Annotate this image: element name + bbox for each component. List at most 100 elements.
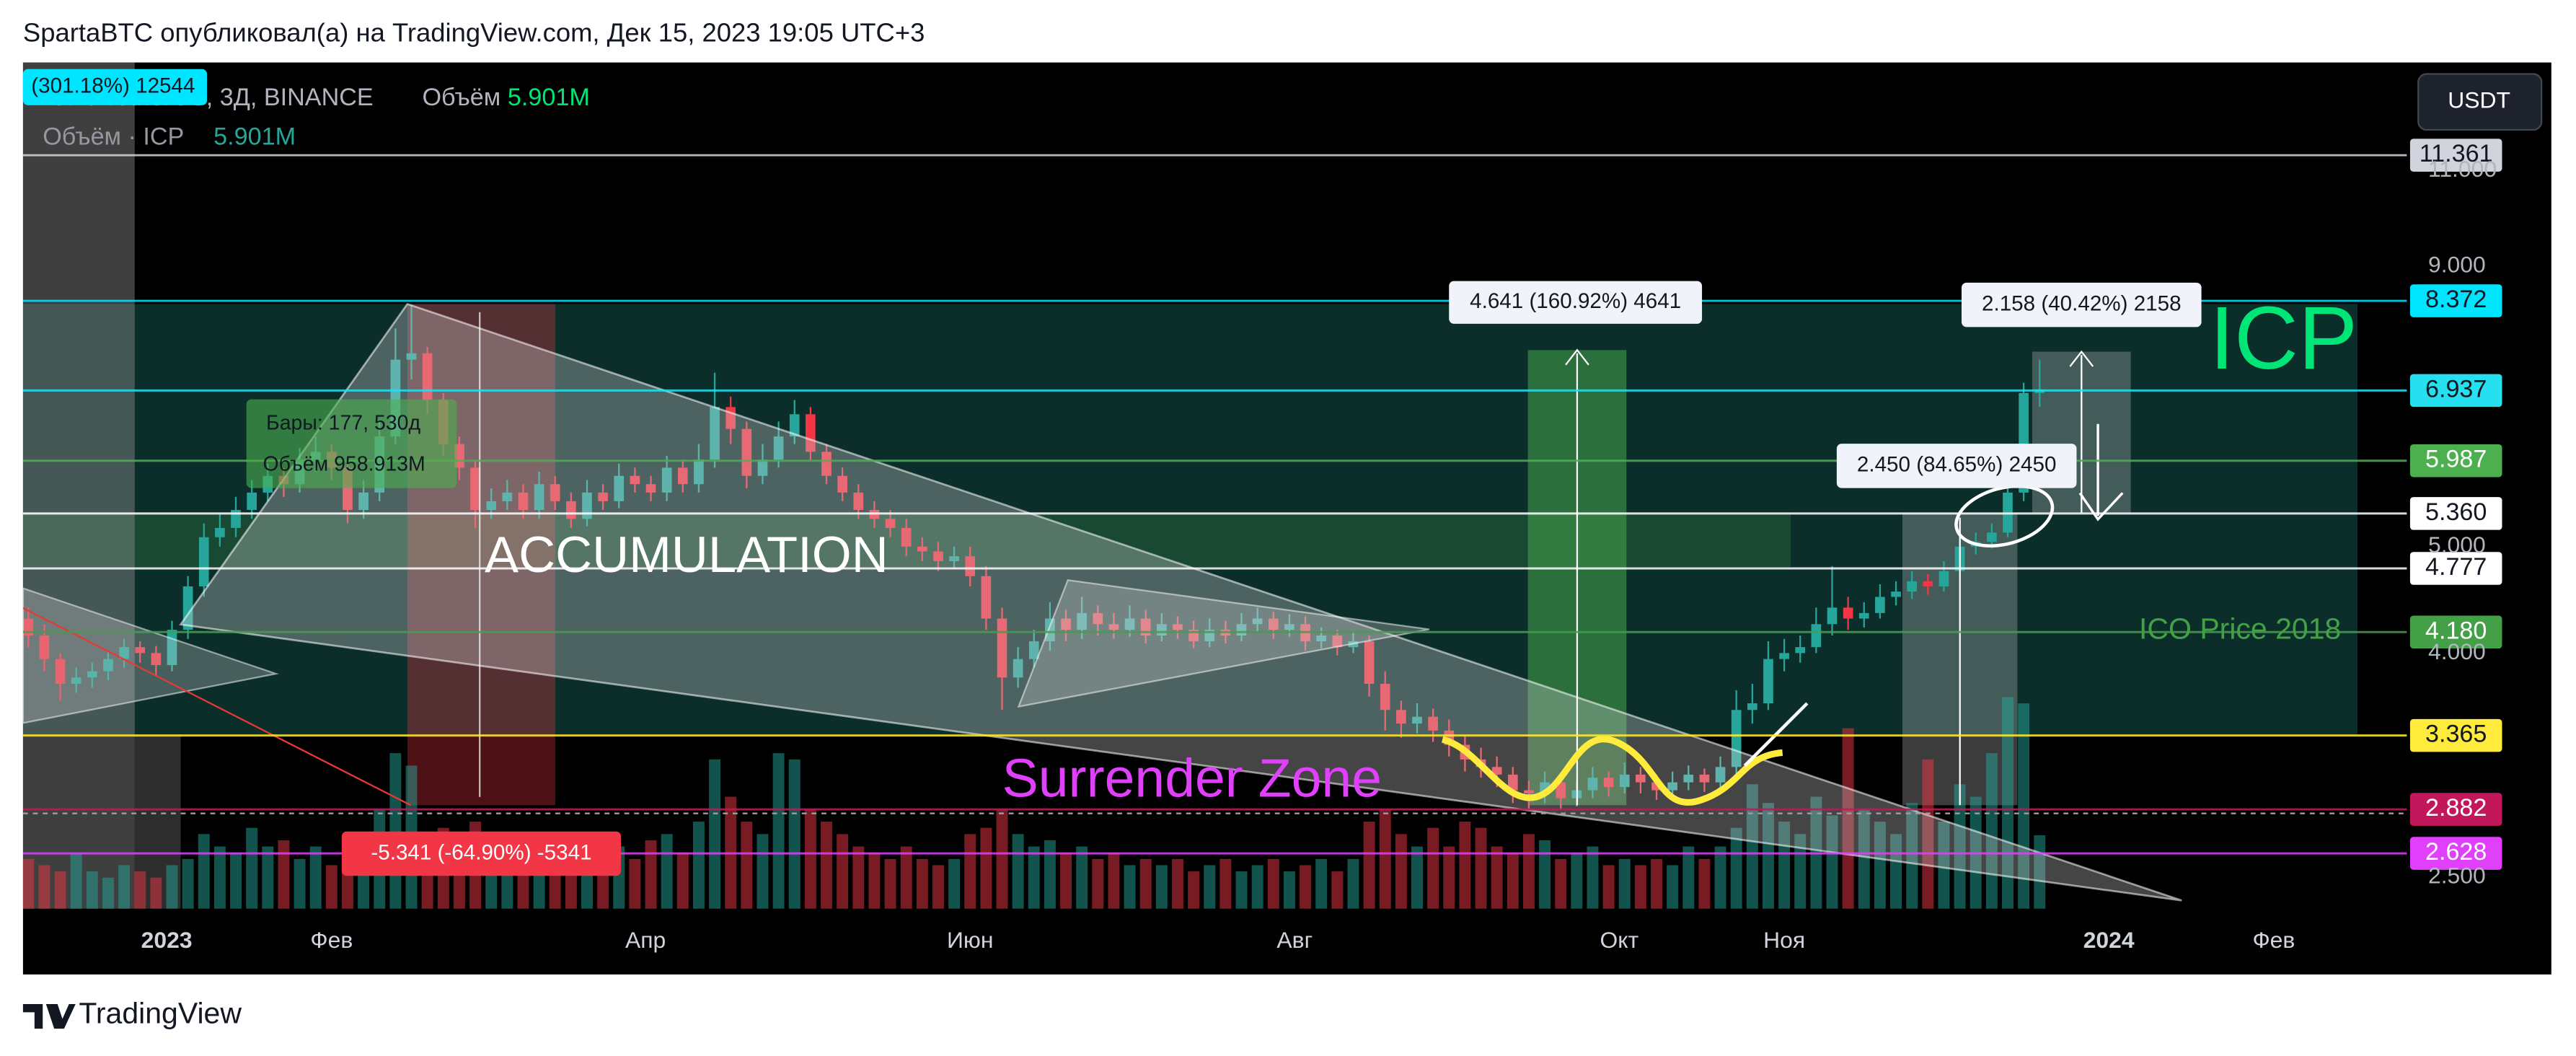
volume-bar — [262, 846, 274, 909]
measure-box — [1449, 281, 1703, 324]
arrow-head — [2078, 492, 2124, 522]
volume-bar — [1076, 846, 1088, 909]
candle-body — [1284, 624, 1294, 630]
candle-body — [39, 635, 50, 659]
volume-bar — [389, 753, 402, 909]
volume-bar — [1667, 865, 1679, 909]
tag-box — [22, 69, 208, 105]
candle-body — [1938, 571, 1949, 586]
price-tag-label: 4.180 — [2425, 617, 2487, 644]
x-tick-label: Авг — [1276, 927, 1313, 953]
candle-body — [151, 653, 162, 666]
candle-body — [502, 492, 513, 501]
volume-bar — [1300, 865, 1312, 909]
candle-body — [806, 414, 816, 452]
candle-body — [55, 659, 66, 685]
volume-bar — [1427, 827, 1439, 909]
price-tag — [2409, 284, 2502, 317]
volume-bar — [1331, 871, 1344, 909]
candle-body — [981, 576, 992, 619]
chart-background — [22, 62, 2551, 974]
candle-body — [741, 428, 752, 476]
candle-body — [518, 492, 529, 510]
volume-bar — [821, 822, 832, 909]
volume-bar — [1044, 840, 1056, 909]
volume-bar — [1028, 846, 1040, 909]
volume-bar — [709, 759, 721, 909]
volume-bar — [1379, 809, 1391, 909]
footer: TradingView — [22, 997, 242, 1030]
candle-body — [949, 556, 959, 561]
volume-bar — [230, 853, 242, 909]
candle-body — [1907, 581, 1918, 592]
volume-bar — [804, 809, 816, 909]
volume-bar — [1698, 858, 1711, 909]
volume-bar — [1906, 803, 1918, 909]
candle-body — [694, 459, 704, 485]
candle-body — [1619, 774, 1630, 788]
volume-bar — [1634, 865, 1646, 909]
candle-body — [1715, 767, 1726, 783]
volume-bar — [198, 834, 210, 909]
currency-button[interactable]: USDT — [2417, 73, 2543, 131]
candle-body — [1124, 618, 1135, 630]
candle-body — [1556, 782, 1566, 798]
candle-body — [1795, 647, 1806, 654]
volume-bar — [1778, 822, 1791, 909]
price-tag-label: 2.882 — [2425, 794, 2487, 822]
candle-body — [1507, 774, 1518, 791]
candle-body — [247, 492, 257, 510]
x-tick-label: Фев — [310, 927, 353, 953]
volume-bar — [2002, 697, 2013, 909]
measure-box — [1836, 444, 2077, 488]
volume-bar — [1267, 858, 1279, 909]
x-tick-label: Ноя — [1763, 927, 1805, 953]
wave-drawing — [1441, 736, 1783, 806]
volume-label: Объём — [422, 84, 500, 111]
candle-body — [1028, 641, 1039, 659]
x-tick-label: Фев — [2252, 927, 2295, 953]
volume-bar — [1475, 827, 1487, 909]
volume-bar — [916, 858, 928, 909]
candles — [23, 304, 2045, 810]
candle-body — [215, 527, 225, 537]
candle-body — [1827, 607, 1838, 625]
volume-bar — [1826, 815, 1838, 909]
currency-button-label[interactable]: USDT — [2448, 87, 2510, 113]
volume-bar — [1714, 846, 1726, 909]
candle-body — [1891, 591, 1901, 597]
candle-body — [1428, 716, 1438, 731]
volume-bar — [932, 865, 944, 909]
candle-body — [1747, 703, 1757, 710]
volume-bar — [1315, 858, 1328, 909]
volume-bar — [868, 853, 881, 909]
legend: ICP / TetherUS, 3Д, BINANCE Объём 5.901M… — [22, 69, 590, 150]
candle-body — [358, 492, 369, 510]
volume-bar — [1762, 803, 1774, 909]
candle-body — [1731, 710, 1742, 767]
volume-bar — [980, 827, 992, 909]
candle-body — [1811, 624, 1822, 648]
candle-body — [1077, 612, 1088, 630]
candle-body — [1396, 710, 1406, 724]
volume-bar — [757, 834, 769, 909]
volume-bar — [1204, 865, 1216, 909]
volume-bar — [1874, 822, 1886, 909]
bars-volume: Объём 958.913M — [263, 452, 425, 475]
volume-bar — [1555, 858, 1567, 909]
currency-button-box[interactable] — [2417, 73, 2543, 131]
volume-bar — [772, 753, 785, 909]
candle-body — [1173, 624, 1183, 630]
price-tag-label: 5.360 — [2425, 498, 2487, 526]
price-tag — [2409, 138, 2502, 172]
y-tick-label: 4.000 — [2428, 638, 2486, 664]
candle-body — [645, 484, 656, 493]
volume-bar — [565, 865, 577, 909]
candle-body — [1763, 659, 1773, 704]
candle-body — [1987, 532, 1997, 542]
x-tick-label: Окт — [1600, 927, 1639, 953]
volume-bar — [1491, 846, 1503, 909]
volume-bar — [1363, 822, 1375, 909]
candle-body — [550, 484, 560, 501]
